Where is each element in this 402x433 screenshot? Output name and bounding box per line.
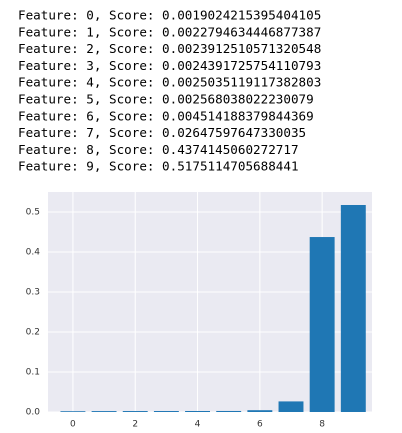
output-line: Feature: 6, Score: 0.004514188379844369 [18, 108, 314, 123]
output-line: Feature: 5, Score: 0.002568038022230079 [18, 92, 314, 107]
output-line: Feature: 9, Score: 0.5175114705688441 [18, 159, 299, 174]
bar [278, 401, 304, 412]
bar [340, 204, 366, 412]
bar [309, 237, 335, 412]
bar [122, 411, 148, 412]
output-line: Feature: 2, Score: 0.0023912510571320548 [18, 41, 321, 56]
output-line: Feature: 3, Score: 0.0024391725754110793 [18, 58, 321, 73]
y-tick-label: 0.2 [26, 328, 40, 338]
y-tick-label: 0.1 [26, 368, 40, 378]
bar [216, 410, 242, 412]
y-tick-label: 0.4 [26, 248, 41, 258]
bar [185, 410, 210, 412]
bar [60, 411, 86, 412]
y-tick-label: 0.0 [26, 408, 41, 418]
y-tick-label: 0.3 [26, 288, 40, 298]
output-line: Feature: 1, Score: 0.0022794634446877387 [18, 24, 321, 39]
output-line: Feature: 7, Score: 0.02647597647330035 [18, 125, 306, 140]
bar [153, 411, 179, 412]
x-tick-label: 0 [70, 420, 76, 430]
x-tick-label: 8 [319, 420, 325, 430]
y-tick-label: 0.5 [26, 208, 40, 218]
x-tick-label: 2 [132, 420, 138, 430]
output-line: Feature: 0, Score: 0.0019024215395404105 [18, 8, 321, 23]
output-line: Feature: 4, Score: 0.0025035119117382803 [18, 75, 321, 90]
x-tick-label: 4 [195, 420, 201, 430]
output-line: Feature: 8, Score: 0.4374145060272717 [18, 142, 299, 157]
bar [91, 411, 117, 412]
bar [247, 410, 273, 412]
x-tick-label: 6 [257, 420, 263, 430]
